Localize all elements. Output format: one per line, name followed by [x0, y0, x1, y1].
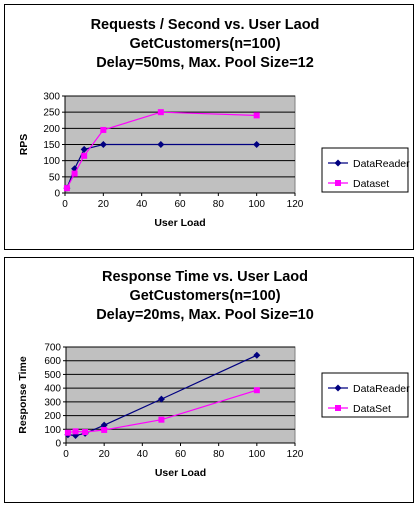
chart-title-line-2: GetCustomers(n=100)	[129, 288, 280, 304]
y-tick-label: 0	[55, 439, 61, 450]
legend: DataReader DataSet	[321, 372, 410, 418]
data-point-dataset	[81, 152, 88, 159]
x-tick-label: 80	[213, 199, 225, 210]
data-point-dataset	[72, 428, 79, 435]
legend-label-dataset: Dataset	[353, 178, 389, 190]
legend-label-datareader: DataReader	[353, 383, 410, 395]
legend-label-datareader: DataReader	[353, 158, 410, 170]
y-tick-label: 300	[43, 92, 60, 103]
y-tick-label: 100	[44, 425, 61, 436]
rps-chart: Requests / Second vs. User Laod GetCustom…	[18, 17, 410, 229]
series-dataset	[63, 109, 260, 192]
y-tick-label: 600	[44, 356, 61, 367]
data-point-datareader	[157, 141, 165, 148]
legend-marker-dataset	[335, 180, 341, 186]
chart-panel-rps: Requests / Second vs. User Laod GetCustom…	[4, 4, 414, 250]
y-tick-label: 700	[44, 343, 61, 354]
legend: DataReader Dataset	[321, 147, 410, 193]
data-point-dataset	[63, 185, 70, 192]
chart-title-line-3: Delay=20ms, Max. Pool Size=10	[96, 307, 314, 323]
data-point-dataset	[82, 429, 89, 436]
chart-title-line-2: GetCustomers(n=100)	[129, 36, 280, 52]
x-axis-title: User Load	[155, 467, 206, 479]
y-tick-label: 100	[43, 156, 60, 167]
x-tick-label: 100	[248, 199, 265, 210]
y-axis-title: Response Time	[17, 356, 29, 434]
data-point-dataset	[100, 126, 107, 133]
y-tick-label: 50	[49, 172, 61, 183]
data-point-datareader	[99, 141, 107, 148]
data-point-dataset	[158, 416, 165, 423]
data-point-dataset	[101, 426, 108, 433]
data-point-datareader	[100, 421, 108, 429]
data-point-dataset	[253, 387, 260, 394]
data-point-datareader	[253, 141, 261, 148]
data-point-datareader	[80, 145, 88, 153]
x-tick-label: 20	[99, 449, 111, 460]
x-tick-label: 0	[62, 199, 68, 210]
y-tick-label: 400	[44, 384, 61, 395]
y-tick-label: 500	[44, 370, 61, 381]
data-point-dataset	[253, 112, 260, 119]
x-tick-label: 120	[287, 199, 304, 210]
chart-title-line-1: Response Time vs. User Laod	[102, 269, 308, 285]
chart-panel-response-time: Response Time vs. User Laod GetCustomers(…	[4, 257, 414, 503]
series-dataset	[64, 387, 260, 436]
y-tick-label: 300	[44, 397, 61, 408]
x-tick-label: 40	[137, 449, 149, 460]
data-point-dataset	[71, 170, 78, 177]
data-point-dataset	[157, 109, 164, 116]
legend-marker-datareader	[334, 384, 342, 392]
x-tick-label: 0	[63, 449, 69, 460]
y-axis-title: RPS	[18, 134, 30, 156]
x-tick-label: 120	[287, 449, 304, 460]
chart-title-line-1: Requests / Second vs. User Laod	[91, 17, 320, 33]
legend-marker-datareader	[334, 159, 342, 167]
chart-title-line-3: Delay=50ms, Max. Pool Size=12	[96, 55, 314, 71]
data-point-datareader	[157, 395, 165, 403]
data-point-datareader	[253, 351, 261, 359]
x-tick-label: 80	[213, 449, 225, 460]
y-tick-label: 250	[43, 108, 60, 119]
y-tick-label: 0	[54, 189, 60, 200]
x-tick-label: 20	[98, 199, 110, 210]
data-point-dataset	[64, 429, 71, 436]
legend-marker-dataset	[335, 405, 341, 411]
x-tick-label: 60	[175, 449, 187, 460]
x-tick-label: 100	[248, 449, 265, 460]
x-tick-label: 40	[136, 199, 148, 210]
x-axis-title: User Load	[154, 217, 205, 229]
y-tick-label: 200	[43, 124, 60, 135]
legend-label-dataset: DataSet	[353, 403, 391, 415]
y-tick-label: 150	[43, 140, 60, 151]
y-tick-label: 200	[44, 411, 61, 422]
x-tick-label: 60	[174, 199, 186, 210]
response-time-chart: Response Time vs. User Laod GetCustomers(…	[17, 269, 410, 479]
plot-area	[65, 346, 296, 444]
